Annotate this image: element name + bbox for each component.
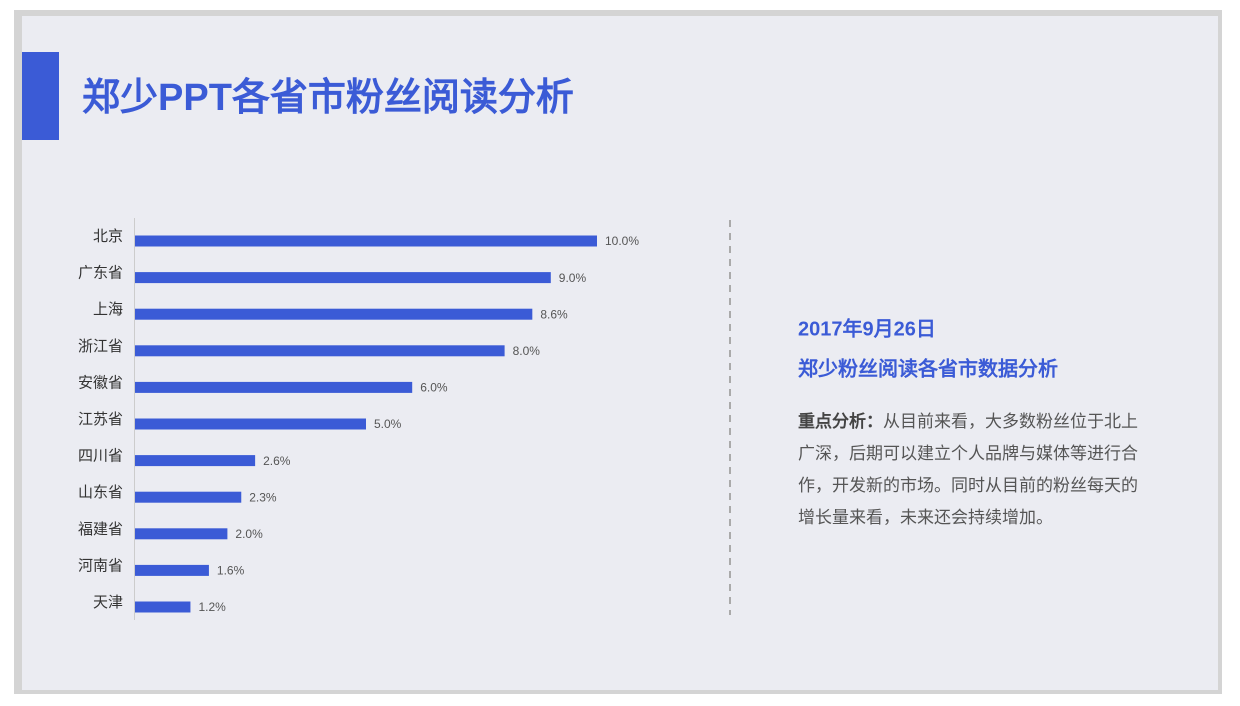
bar	[135, 235, 597, 247]
note: 重点分析：从目前来看，大多数粉丝位于北上广深，后期可以建立个人品牌与媒体等进行合…	[798, 406, 1150, 534]
bar	[135, 418, 366, 430]
category-label: 江苏省	[78, 411, 123, 428]
value-label: 1.6%	[217, 564, 245, 578]
bar	[135, 455, 256, 467]
category-label: 北京	[93, 228, 123, 245]
category-label: 天津	[93, 594, 123, 611]
bar	[135, 272, 551, 284]
category-label: 山东省	[78, 484, 123, 501]
category-label: 浙江省	[78, 338, 123, 355]
note-text: 从目前来看，大多数粉丝位于北上广深，后期可以建立个人品牌与媒体等进行合作，开发新…	[798, 412, 1138, 527]
category-label: 河南省	[78, 557, 123, 574]
bar	[135, 601, 191, 613]
bar	[135, 345, 505, 357]
value-label: 8.6%	[540, 307, 568, 321]
value-label: 2.3%	[249, 490, 277, 504]
bar	[135, 528, 228, 540]
value-label: 8.0%	[513, 344, 541, 358]
category-label: 安徽省	[78, 374, 123, 391]
value-label: 9.0%	[559, 271, 587, 285]
bar	[135, 308, 533, 320]
bar	[135, 381, 413, 393]
subtitle: 郑少粉丝阅读各省市数据分析	[798, 356, 1058, 380]
category-label: 广东省	[78, 265, 123, 282]
value-label: 5.0%	[374, 417, 402, 431]
category-label: 四川省	[78, 448, 123, 465]
bar	[135, 491, 242, 503]
date: 2017年9月26日	[798, 316, 936, 340]
category-label: 上海	[93, 301, 123, 318]
note-label: 重点分析：	[798, 412, 883, 431]
bar	[135, 564, 209, 576]
category-label: 福建省	[78, 521, 123, 538]
title-accent	[22, 52, 59, 140]
value-label: 6.0%	[420, 381, 448, 395]
value-label: 10.0%	[605, 234, 639, 248]
value-label: 1.2%	[198, 600, 226, 614]
value-label: 2.6%	[263, 454, 291, 468]
slide-title: 郑少PPT各省市粉丝阅读分析	[82, 76, 574, 119]
value-label: 2.0%	[235, 527, 263, 541]
